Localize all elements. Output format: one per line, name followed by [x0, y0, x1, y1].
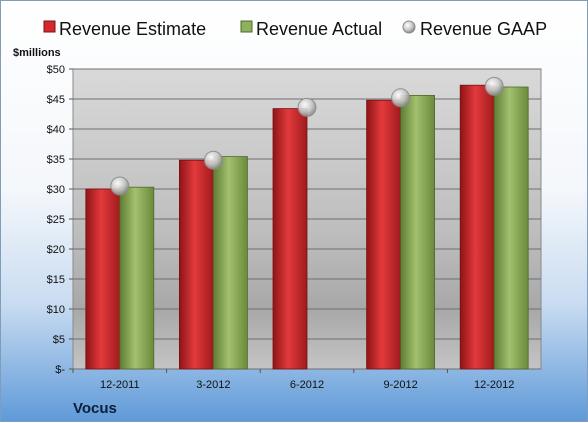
- legend-label-gaap: Revenue GAAP: [420, 19, 547, 39]
- legend-swatch-actual: [240, 20, 253, 33]
- gaap-markers: [110, 76, 504, 196]
- x-tick-label: 6-2012: [290, 379, 324, 391]
- y-tick-label: $50: [47, 64, 65, 76]
- bar-revenue-actual: [400, 95, 436, 370]
- marker-revenue-gaap: [203, 150, 223, 170]
- bars: [85, 84, 529, 370]
- legend-swatch-estimate: [43, 20, 56, 33]
- legend-label-estimate: Revenue Estimate: [59, 19, 206, 39]
- bar-revenue-actual: [493, 86, 529, 370]
- x-axis-ticks: 12-2011 3-2012 6-2012 9-2012 12-2012: [72, 369, 514, 391]
- x-tick-label: 3-2012: [196, 379, 230, 391]
- x-tick-label: 12-2012: [474, 379, 514, 391]
- y-tick-label: $30: [47, 184, 65, 196]
- bar-revenue-actual: [212, 156, 248, 370]
- legend-item-actual: Revenue Actual: [240, 19, 382, 39]
- legend-label-actual: Revenue Actual: [256, 19, 382, 39]
- legend-item-gaap: Revenue GAAP: [402, 19, 547, 39]
- y-tick-label: $15: [47, 274, 65, 286]
- bar-revenue-estimate: [178, 159, 214, 370]
- y-tick-label: $20: [47, 244, 65, 256]
- marker-revenue-gaap: [484, 76, 504, 96]
- bar-revenue-estimate: [459, 84, 495, 370]
- marker-revenue-gaap: [391, 88, 411, 108]
- y-axis-unit-label: $millions: [13, 47, 61, 59]
- bar-revenue-actual: [119, 186, 155, 370]
- y-axis-ticks: $- $5 $10 $15 $20 $25 $30 $35 $40 $45 $50: [47, 64, 73, 376]
- bar-revenue-estimate: [85, 188, 121, 370]
- y-tick-label: $25: [47, 214, 65, 226]
- y-tick-label: $35: [47, 154, 65, 166]
- bar-revenue-estimate: [272, 108, 308, 370]
- y-tick-label: $10: [47, 304, 65, 316]
- y-tick-label: $40: [47, 124, 65, 136]
- legend-swatch-gaap: [402, 20, 416, 34]
- y-tick-label: $5: [53, 334, 65, 346]
- y-tick-label: $45: [47, 94, 65, 106]
- marker-revenue-gaap: [110, 176, 130, 196]
- bar-revenue-estimate: [366, 99, 402, 370]
- legend-item-estimate: Revenue Estimate: [43, 19, 206, 39]
- legend: Revenue Estimate Revenue Actual Revenue …: [43, 19, 547, 39]
- x-tick-label: 12-2011: [100, 379, 140, 391]
- x-tick-label: 9-2012: [383, 379, 417, 391]
- y-tick-label: $-: [55, 364, 65, 376]
- company-label: Vocus: [73, 400, 117, 417]
- marker-revenue-gaap: [297, 97, 317, 117]
